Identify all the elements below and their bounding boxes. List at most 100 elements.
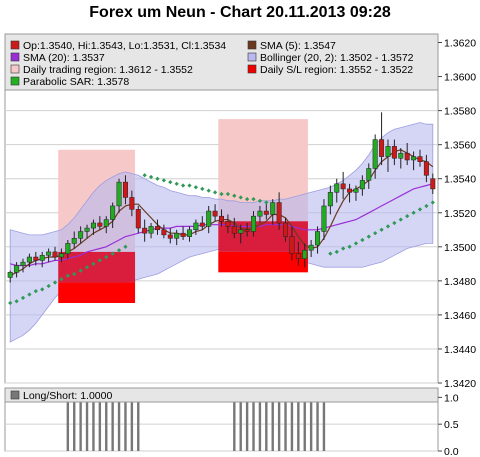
sar-point (411, 210, 416, 215)
candle (14, 262, 20, 278)
long-short-bar (284, 397, 287, 451)
candle-body (404, 152, 410, 161)
long-short-bar (239, 397, 242, 451)
candle (315, 226, 321, 254)
candle (276, 192, 282, 230)
candle-body (251, 215, 257, 232)
candle-body (276, 202, 282, 224)
candle (347, 183, 353, 203)
candle (39, 251, 45, 268)
long-short-bar (124, 397, 127, 451)
candle-body (411, 156, 417, 161)
sar-point (212, 190, 218, 195)
candle (20, 258, 26, 273)
sar-point (148, 174, 154, 180)
candle-body (315, 231, 321, 246)
candle (283, 217, 289, 242)
long-short-bar (303, 397, 306, 451)
sar-point (392, 220, 397, 226)
candle (372, 134, 378, 179)
sar-point (110, 251, 115, 256)
candle (161, 224, 167, 239)
candle-body (193, 222, 199, 231)
candle-body (359, 180, 365, 190)
candle (231, 217, 237, 239)
long-short-legend-box (4, 387, 439, 403)
candle (327, 185, 333, 215)
candle-body (167, 234, 173, 239)
candle-body (180, 232, 186, 237)
candle (391, 139, 397, 166)
candle (270, 199, 276, 225)
candle-body (206, 210, 212, 227)
candle-body (135, 209, 141, 229)
candle-body (430, 178, 436, 190)
sar-point (168, 179, 173, 185)
price-tick-label: 1.3520 (444, 208, 476, 220)
long-short-bar (258, 397, 262, 451)
candle-body (225, 221, 231, 227)
candle-body (78, 231, 84, 239)
candle (359, 175, 365, 196)
long-short-bar (105, 397, 108, 451)
candle (404, 142, 410, 166)
candle (212, 204, 218, 222)
sar-point (353, 241, 359, 246)
legend-swatch (10, 76, 20, 86)
long-short-legend-swatch (10, 390, 20, 400)
legend-label: Bollinger (20, 2): 1.3502 - 1.3572 (260, 52, 414, 64)
candle (26, 253, 32, 268)
price-tick-label: 1.3500 (444, 242, 476, 254)
candle (110, 202, 116, 229)
candle-body (103, 219, 109, 227)
long-short-tick-label: 0.5 (444, 419, 459, 431)
long-short-bar (277, 397, 281, 451)
sar-point (341, 246, 346, 251)
candle (174, 229, 180, 246)
candle-body (174, 232, 180, 239)
long-short-bar (322, 397, 326, 451)
candle (142, 219, 148, 242)
candle (334, 178, 340, 203)
price-tick-label: 1.3480 (444, 276, 476, 288)
candle (84, 224, 90, 239)
sar-point (430, 200, 435, 205)
sar-point (360, 237, 365, 243)
candle-body (52, 251, 58, 258)
candle-body (26, 256, 32, 263)
long-short-legend-label: Long/Short: 1.0000 (23, 390, 112, 402)
candle-body (257, 210, 263, 217)
long-short-legend: Long/Short: 1.0000 (10, 390, 112, 402)
candle (263, 204, 269, 220)
candle (180, 226, 186, 240)
candle-body (327, 192, 333, 207)
candle-body (244, 229, 250, 232)
sar-point (161, 178, 166, 183)
candle-body (340, 183, 346, 190)
price-tick-label: 1.3460 (444, 310, 476, 322)
candle-body (417, 156, 423, 162)
long-short-bar (92, 397, 95, 451)
candle-body (289, 236, 295, 254)
candle-body (302, 249, 308, 259)
candle (244, 222, 250, 237)
candle (257, 205, 263, 223)
candle-body (295, 253, 301, 259)
price-tick-label: 1.3560 (444, 140, 476, 152)
long-short-bar (252, 397, 255, 451)
candle-body (186, 229, 192, 237)
sar-point (424, 203, 429, 209)
long-short-bar (85, 397, 89, 451)
candle (251, 211, 257, 237)
candle-body (7, 272, 13, 278)
sar-point (116, 248, 122, 253)
sar-point (328, 251, 333, 256)
legend-swatch (10, 52, 20, 62)
sar-point (219, 191, 224, 197)
candle-body (283, 222, 289, 237)
candle (206, 205, 212, 234)
candle-body (270, 202, 276, 215)
candle (33, 251, 39, 266)
candle-body (219, 215, 224, 222)
